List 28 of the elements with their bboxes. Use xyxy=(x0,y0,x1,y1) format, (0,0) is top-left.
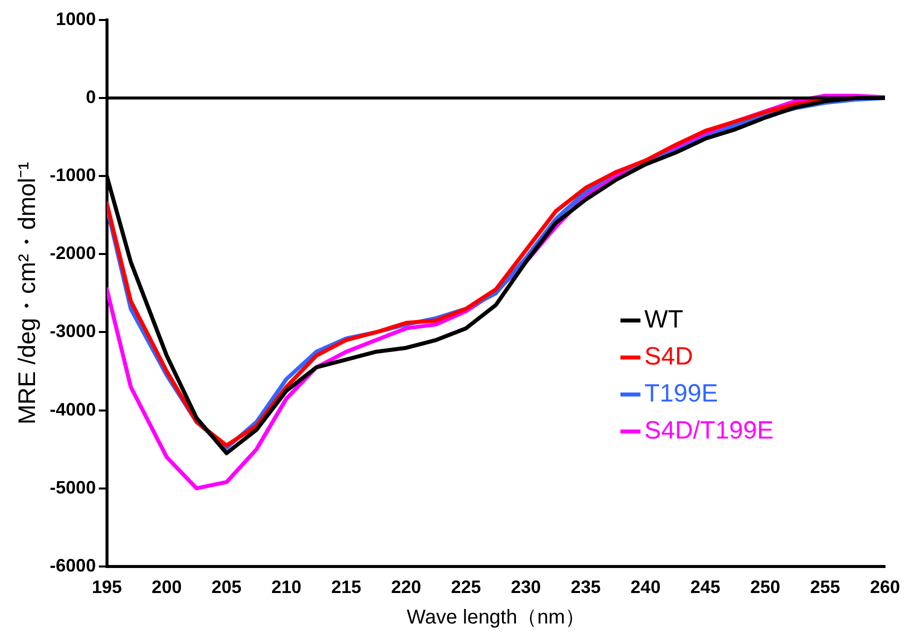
x-tick-label: 200 xyxy=(152,577,182,598)
x-tick-label: 220 xyxy=(391,577,422,598)
x-tick-label: 210 xyxy=(271,577,302,598)
x-tick-label: 230 xyxy=(510,577,541,598)
x-tick-label: 195 xyxy=(92,577,122,598)
y-tick-label: -6000 xyxy=(50,555,96,576)
legend-label: S4D/T199E xyxy=(644,416,774,444)
y-tick-label: 1000 xyxy=(56,8,96,29)
x-tick-label: 240 xyxy=(630,577,661,598)
legend-label: T199E xyxy=(644,379,718,408)
x-tick-label: 260 xyxy=(870,577,900,598)
y-tick-label: -2000 xyxy=(50,243,96,264)
y-tick-label: -4000 xyxy=(50,399,96,420)
x-tick-label: 235 xyxy=(570,577,601,598)
x-axis-title: Wave length（nm） xyxy=(406,606,586,629)
x-tick-label: 205 xyxy=(212,577,242,598)
x-tick-label: 255 xyxy=(810,577,840,598)
y-tick-label: -5000 xyxy=(50,477,96,498)
x-tick-label: 245 xyxy=(690,577,720,598)
legend-label: WT xyxy=(644,305,684,334)
x-tick-label: 250 xyxy=(750,577,780,598)
y-axis-title: MRE /deg・cm²・dmol⁻¹ xyxy=(14,162,42,425)
x-tick-label: 215 xyxy=(331,577,362,598)
legend-label: S4D xyxy=(644,342,694,370)
y-tick-label: 0 xyxy=(86,87,96,108)
y-tick-label: -1000 xyxy=(50,165,96,186)
y-tick-label: -3000 xyxy=(50,321,96,342)
x-tick-label: 225 xyxy=(450,577,482,598)
